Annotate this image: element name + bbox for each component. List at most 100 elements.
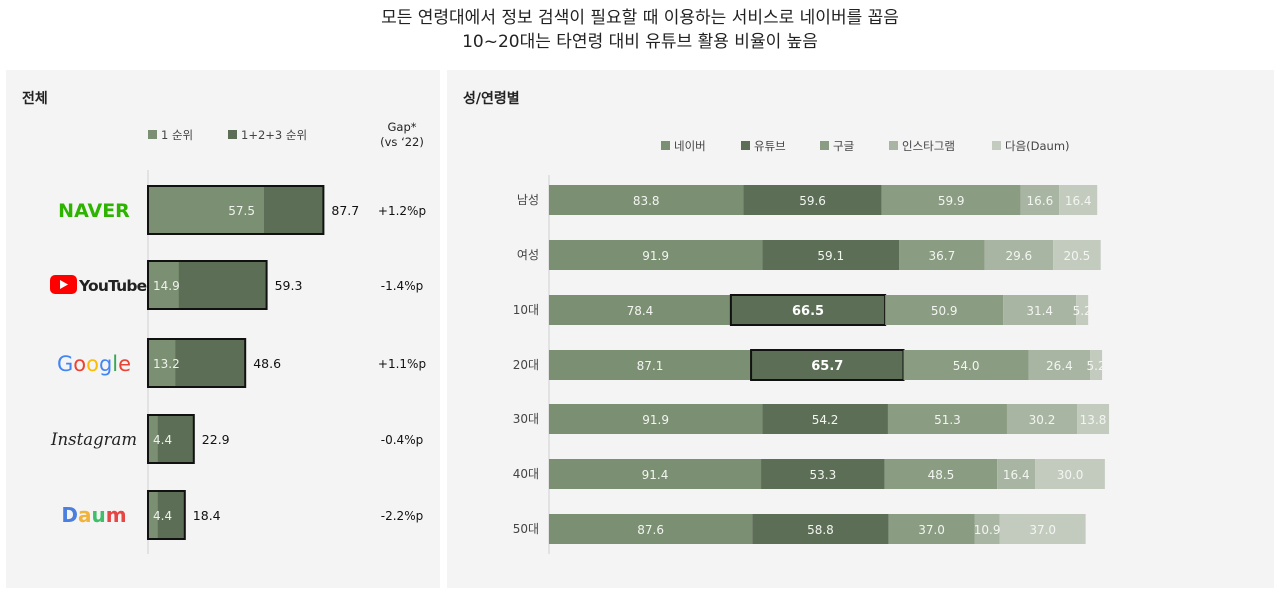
google-logo-text: Google: [57, 352, 131, 376]
segment-value: 54.0: [953, 359, 980, 373]
legend-swatch-4: [889, 141, 898, 150]
title-line-2: 10~20대는 타연령 대비 유튜브 활용 비율이 높음: [0, 30, 1280, 54]
segment-value: 30.0: [1057, 468, 1084, 482]
title-line-1: 모든 연령대에서 정보 검색이 필요할 때 이용하는 서비스로 네이버를 꼽음: [0, 6, 1280, 30]
segment-value: 50.9: [931, 304, 958, 318]
demographic-chart: 네이버 유튜브 구글 인스타그램 다음(Daum) 남성 83.8 59.6 59.9 16.6 1…: [447, 70, 1274, 588]
demographic-panel: 성/연령별 네이버 유튜브 구글 인스타그램 다음(Daum) 남성 83.8 59.6 59.…: [447, 70, 1274, 588]
gap-value: +1.1%p: [378, 357, 426, 371]
overall-row: 13.2 48.6 +1.1%p Google: [57, 339, 426, 387]
legend-label-2: 유튜브: [754, 139, 786, 153]
value-label-first: 4.4: [153, 509, 172, 523]
segment-value: 59.9: [938, 194, 965, 208]
value-label-first: 57.5: [228, 204, 255, 218]
segment-value: 5.2: [1087, 359, 1106, 373]
segment-value: 66.5: [792, 304, 824, 319]
stacked-row: 30대 91.9 54.2 51.3 30.2 13.8: [513, 404, 1109, 434]
value-label-top3: 87.7: [331, 203, 359, 218]
google-letter: o: [73, 352, 86, 376]
value-label-top3: 59.3: [275, 278, 303, 293]
youtube-logo-icon: YouTube: [50, 275, 147, 295]
legend-swatch-2: [228, 130, 237, 139]
segment-value: 53.3: [810, 468, 837, 482]
segment-value: 30.2: [1029, 413, 1056, 427]
daum-letter: u: [92, 503, 106, 527]
segment-value: 16.6: [1027, 194, 1054, 208]
naver-logo-icon: NAVER: [58, 200, 130, 222]
segment-value: 36.7: [929, 249, 956, 263]
legend-label-1: 네이버: [674, 139, 706, 153]
daum-letter: m: [106, 503, 127, 527]
overall-legend: 1 순위 1+2+3 순위: [148, 128, 307, 142]
segment-value: 91.9: [642, 249, 669, 263]
segment-value: 91.9: [642, 413, 669, 427]
value-label-first: 13.2: [153, 357, 180, 371]
segment-value: 13.8: [1080, 413, 1107, 427]
overall-row: 14.9 59.3 -1.4%p YouTube: [50, 261, 423, 309]
segment-value: 16.4: [1003, 468, 1030, 482]
value-label-first: 14.9: [153, 279, 180, 293]
segment-value: 20.5: [1064, 249, 1091, 263]
segment-value: 65.7: [811, 359, 843, 374]
daum-letter: D: [61, 503, 78, 527]
overall-chart: 1 순위 1+2+3 순위 Gap*(vs ‘22) 57.5 87.7 +1.2%p NA…: [6, 70, 440, 588]
gap-value: -1.4%p: [381, 279, 423, 293]
legend-label-2: 1+2+3 순위: [241, 128, 307, 142]
segment-value: 58.8: [807, 523, 834, 537]
daum-logo-text: Daum: [61, 503, 126, 527]
gap-header-1: Gap*: [387, 120, 416, 134]
segment-value: 87.1: [637, 359, 664, 373]
segment-value: 78.4: [627, 304, 654, 318]
category-label: 40대: [513, 467, 539, 481]
youtube-logo-text: YouTube: [78, 277, 147, 295]
segment-value: 37.0: [1029, 523, 1056, 537]
category-label: 여성: [517, 248, 539, 262]
stacked-row: 20대 87.1 65.7 54.0 26.4 5.2: [513, 350, 1106, 380]
overall-panel: 전체 1 순위 1+2+3 순위 Gap* (vs ‘22) 57.5 87.7 +1.2%…: [6, 70, 440, 588]
stacked-row: 여성 91.9 59.1 36.7 29.6 20.5: [517, 240, 1101, 270]
category-label: 20대: [513, 358, 539, 372]
stacked-row: 10대 78.4 66.5 50.9 31.4 5.2: [513, 295, 1092, 325]
stacked-row: 40대 91.4 53.3 48.5 16.4 30.0: [513, 459, 1105, 489]
google-letter: G: [57, 352, 73, 376]
chart-title: 모든 연령대에서 정보 검색이 필요할 때 이용하는 서비스로 네이버를 꼽음 …: [0, 6, 1280, 54]
legend-swatch-1: [148, 130, 157, 139]
instagram-logo-icon: Instagram: [50, 430, 137, 449]
legend-label-5: 다음(Daum): [1005, 139, 1070, 153]
overall-row: 57.5 87.7 +1.2%p NAVER: [58, 186, 426, 234]
value-label-top3: 18.4: [193, 508, 221, 523]
value-label-top3: 48.6: [253, 356, 281, 371]
category-label: 30대: [513, 412, 539, 426]
overall-row: 4.4 18.4 -2.2%p Daum: [61, 491, 423, 539]
value-label-top3: 22.9: [202, 432, 230, 447]
gap-header-2: (vs ‘22): [380, 135, 424, 149]
google-logo-icon: Google: [57, 352, 131, 376]
gap-value: -0.4%p: [381, 433, 423, 447]
segment-value: 54.2: [812, 413, 839, 427]
segment-value: 51.3: [934, 413, 961, 427]
segment-value: 16.4: [1065, 194, 1092, 208]
category-label: 남성: [517, 193, 539, 207]
overall-row: 4.4 22.9 -0.4%p Instagram: [50, 415, 423, 463]
daum-letter: a: [78, 503, 92, 527]
legend-label-3: 구글: [833, 139, 854, 153]
segment-value: 48.5: [928, 468, 955, 482]
legend-swatch-5: [992, 141, 1001, 150]
segment-value: 29.6: [1005, 249, 1032, 263]
segment-value: 59.6: [799, 194, 826, 208]
stacked-row: 남성 83.8 59.6 59.9 16.6 16.4: [517, 185, 1097, 215]
segment-value: 37.0: [918, 523, 945, 537]
gap-value: +1.2%p: [378, 204, 426, 218]
segment-value: 26.4: [1046, 359, 1073, 373]
daum-logo-icon: Daum: [61, 503, 126, 527]
google-letter: e: [118, 352, 131, 376]
legend-swatch-2: [741, 141, 750, 150]
google-letter: o: [86, 352, 99, 376]
legend-label-1: 1 순위: [161, 128, 193, 142]
segment-value: 31.4: [1026, 304, 1053, 318]
segment-value: 91.4: [642, 468, 669, 482]
gap-value: -2.2%p: [381, 509, 423, 523]
instagram-logo-text: Instagram: [50, 430, 137, 449]
demographic-legend: 네이버 유튜브 구글 인스타그램 다음(Daum): [661, 139, 1070, 153]
legend-swatch-3: [820, 141, 829, 150]
